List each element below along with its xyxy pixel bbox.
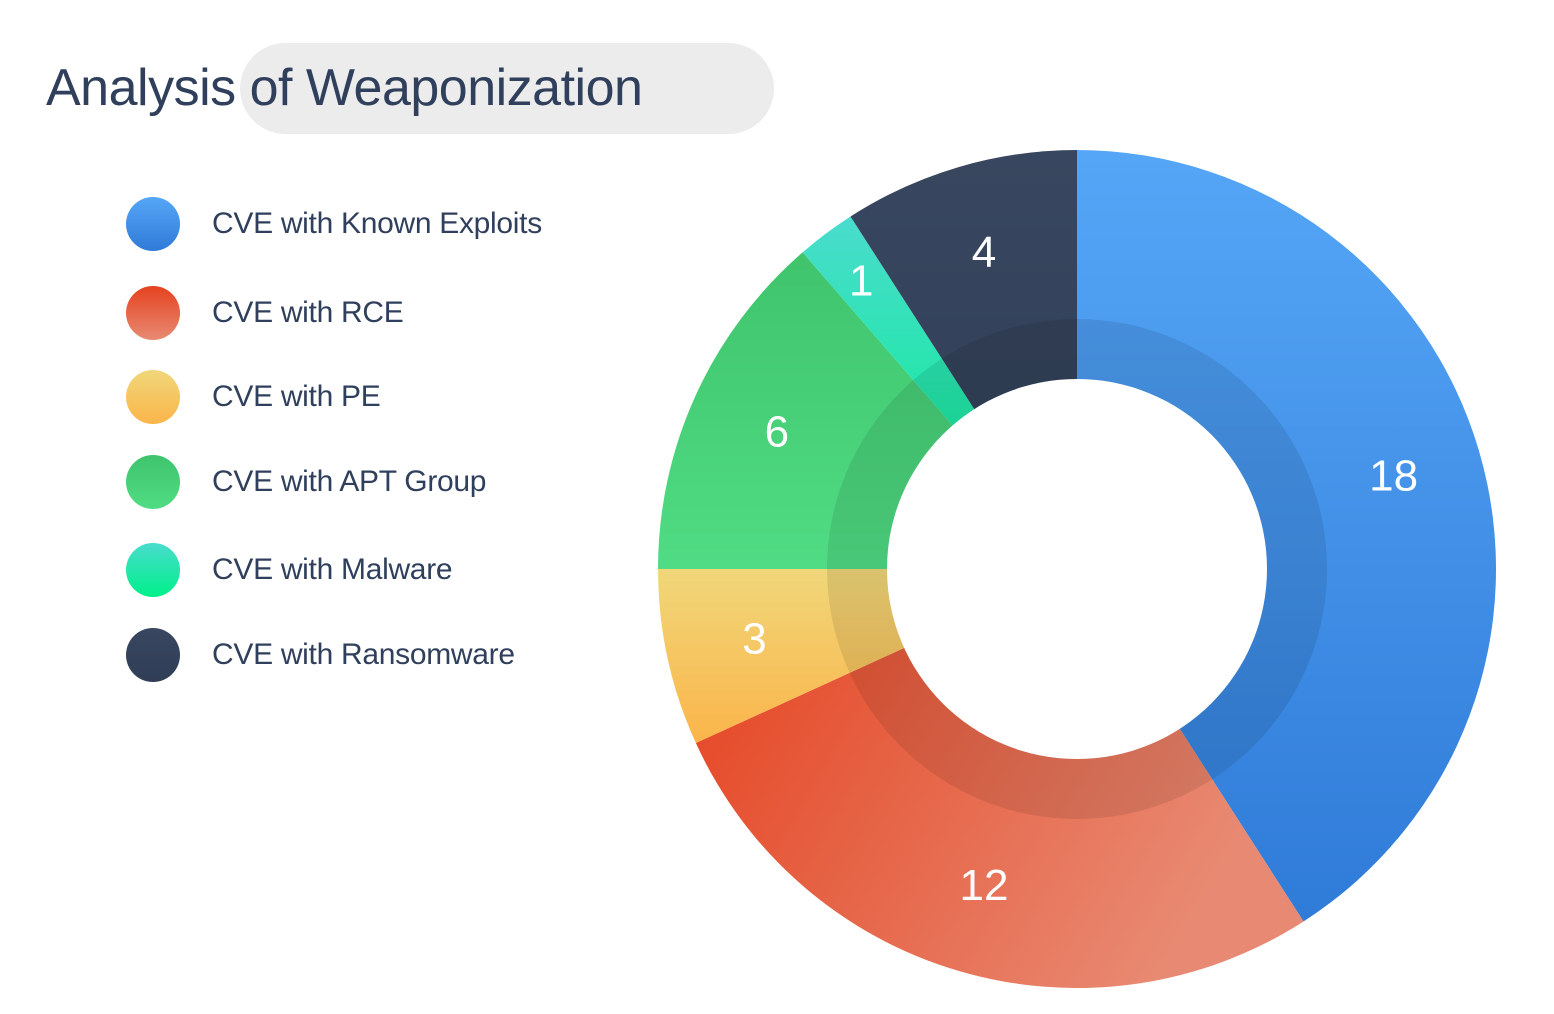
legend-label-rce: CVE with RCE — [212, 296, 404, 329]
title-highlight — [240, 43, 774, 134]
legend-swatch-known-exploits — [126, 197, 180, 251]
legend-swatch-apt-group — [126, 455, 180, 509]
legend-item-ransomware: CVE with Ransomware — [126, 627, 515, 683]
legend-item-pe: CVE with PE — [126, 369, 381, 425]
data-label-pe: 3 — [742, 615, 766, 664]
data-label-rce: 12 — [960, 861, 1009, 910]
data-label-known-exploits: 18 — [1369, 452, 1418, 501]
data-label-malware: 1 — [849, 256, 873, 305]
legend-swatch-pe — [126, 370, 180, 424]
legend-swatch-malware — [126, 543, 180, 597]
donut-hole — [887, 379, 1267, 759]
slice-known-exploits — [1077, 150, 1496, 922]
legend-item-rce: CVE with RCE — [126, 285, 404, 341]
data-label-ransomware: 4 — [972, 228, 996, 277]
legend-item-apt-group: CVE with APT Group — [126, 454, 486, 510]
legend-item-known-exploits: CVE with Known Exploits — [126, 196, 542, 252]
legend-label-known-exploits: CVE with Known Exploits — [212, 207, 542, 240]
donut-data-labels: 18 12 3 6 1 4 — [742, 228, 1418, 910]
legend-label-pe: CVE with PE — [212, 380, 381, 413]
legend-swatch-ransomware — [126, 628, 180, 682]
legend-label-apt-group: CVE with APT Group — [212, 465, 487, 498]
legend-label-ransomware: CVE with Ransomware — [212, 638, 515, 671]
legend-item-malware: CVE with Malware — [126, 542, 453, 598]
chart-title: Analysis of Weaponization — [46, 59, 643, 117]
legend-label-malware: CVE with Malware — [212, 553, 453, 586]
data-label-apt-group: 6 — [765, 407, 789, 456]
slice-rce — [695, 569, 1304, 988]
legend-swatch-rce — [126, 286, 180, 340]
